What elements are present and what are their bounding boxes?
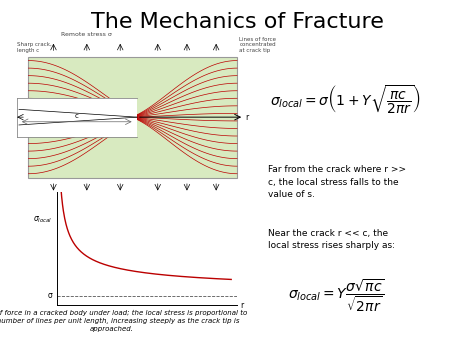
Bar xyxy=(28,57,237,178)
Text: Sharp crack,
length c: Sharp crack, length c xyxy=(17,43,51,53)
Text: σ: σ xyxy=(47,291,52,300)
Text: The Mechanics of Fracture: The Mechanics of Fracture xyxy=(91,12,383,32)
Polygon shape xyxy=(19,109,137,125)
Text: $\sigma_{local}$: $\sigma_{local}$ xyxy=(33,215,52,225)
Text: Lines of force in a cracked body under load; the local stress is proportional to: Lines of force in a cracked body under l… xyxy=(0,310,247,332)
Text: Lines of force
concentrated
at crack tip: Lines of force concentrated at crack tip xyxy=(239,37,276,53)
Text: c: c xyxy=(75,113,79,119)
Text: $\sigma_{local} = \sigma\left(1 + Y\sqrt{\dfrac{\pi c}{2\pi r}}\right)$: $\sigma_{local} = \sigma\left(1 + Y\sqrt… xyxy=(271,83,421,116)
Text: Near the crack r << c, the
local stress rises sharply as:: Near the crack r << c, the local stress … xyxy=(268,229,395,251)
Text: Remote stress σ: Remote stress σ xyxy=(62,32,112,37)
Text: r: r xyxy=(246,113,249,122)
Text: Far from the crack where r >>
c, the local stress falls to the
value of s.: Far from the crack where r >> c, the loc… xyxy=(268,165,406,199)
Bar xyxy=(17,98,137,137)
Text: $\sigma_{local} = Y\dfrac{\sigma\sqrt{\pi c}}{\sqrt{2\pi r}}$: $\sigma_{local} = Y\dfrac{\sigma\sqrt{\p… xyxy=(288,278,385,315)
Text: r: r xyxy=(240,301,243,310)
